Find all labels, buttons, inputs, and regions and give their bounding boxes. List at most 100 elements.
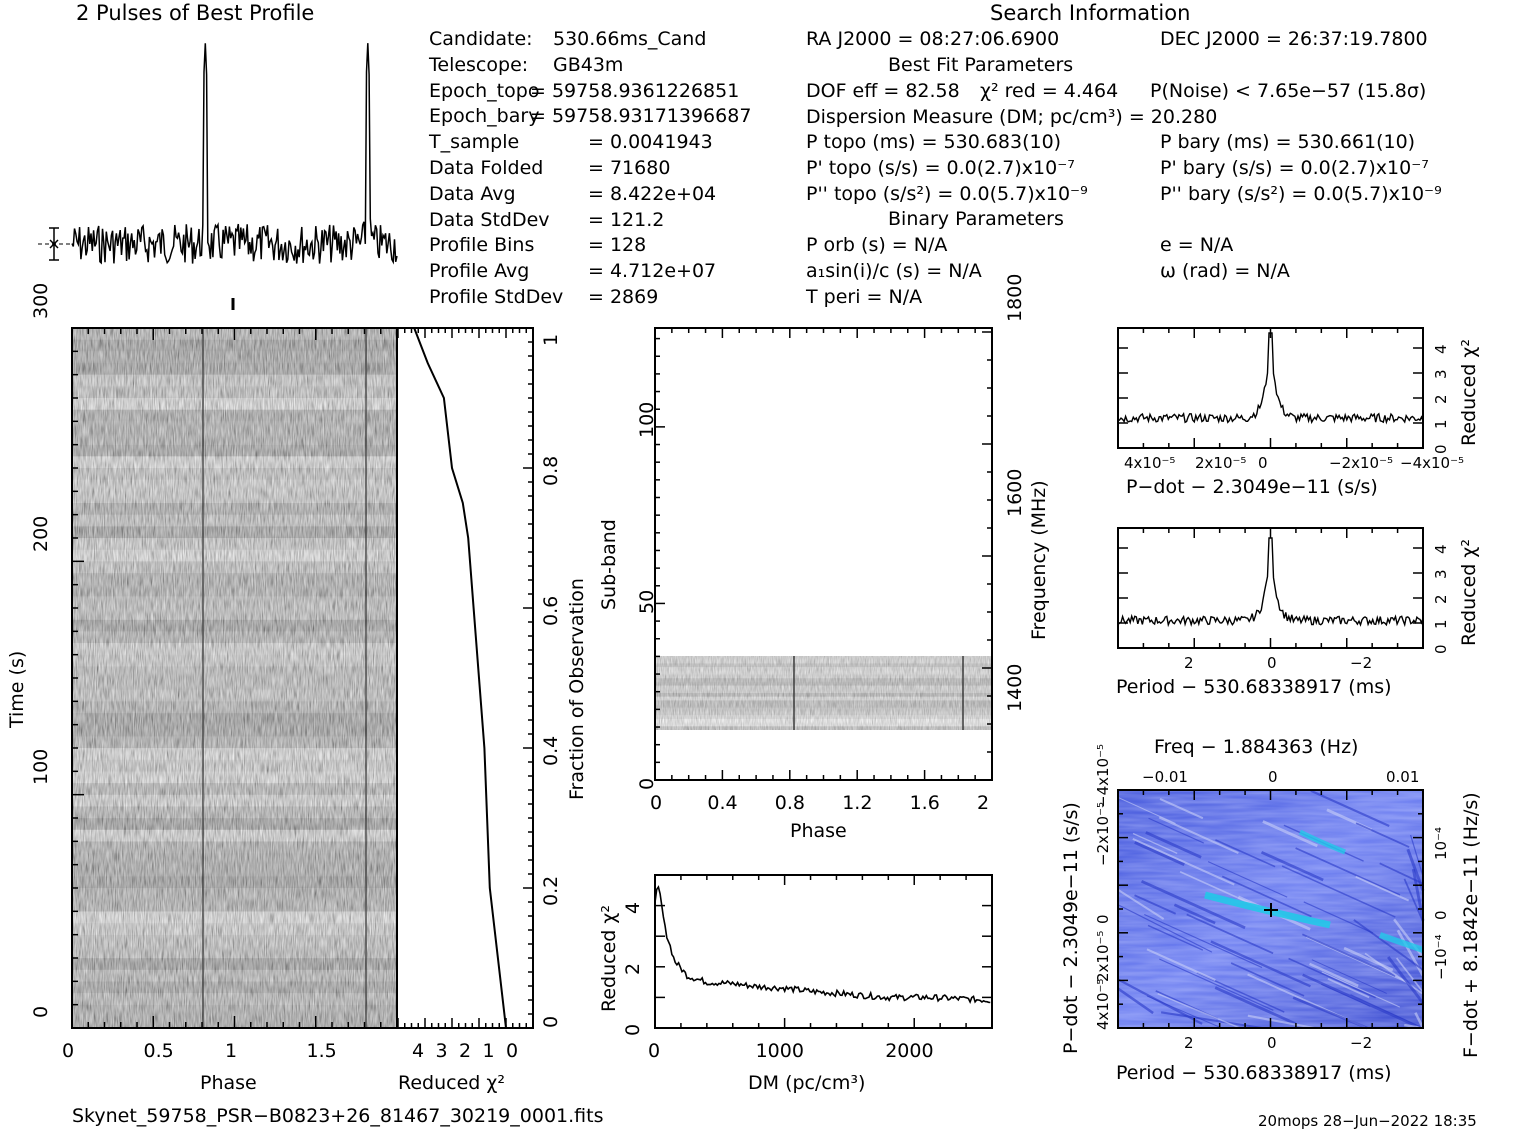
dm-ytick: 2 [622, 962, 644, 975]
subband-ytick: 100 [636, 401, 658, 438]
candidate-label: Profile StdDev [429, 286, 564, 308]
time-phase-xlabel: Phase [200, 1072, 257, 1094]
ra-field: RA J2000 = 08:27:06.6900 [806, 28, 1060, 50]
dof-field: DOF eff = 82.58 [806, 80, 960, 102]
fraction-ytick: 0.4 [540, 735, 562, 766]
fraction-ytick: 0 [540, 1015, 562, 1028]
fraction-xtick: 1 [482, 1040, 495, 1062]
fraction-xtick: 2 [459, 1040, 472, 1062]
chi2-fraction-line [413, 327, 507, 1029]
period-pdot-toptick: −0.01 [1142, 768, 1188, 786]
period-xtick: 0 [1267, 654, 1277, 672]
profile-panel [38, 43, 398, 310]
period-pdot-ytick: −2x10⁻⁵ [1094, 801, 1112, 866]
period-pdot-toptick: 0 [1268, 768, 1278, 786]
period-pdot-righttick: 0 [1432, 910, 1450, 920]
subband-ylabel: Sub-band [598, 519, 620, 610]
candidate-value: = 4.712e+07 [588, 260, 717, 283]
pddbary-field: P'' bary (s/s²) = 0.0(5.7)x10⁻⁹ [1160, 183, 1442, 205]
period-ytick: 4 [1432, 544, 1450, 554]
subband-xtick: 0.8 [774, 792, 806, 814]
a1-field: a₁sin(i)/c (s) = N/A [806, 260, 982, 282]
subband-xtick: 1.6 [909, 792, 940, 814]
pdot-chi2-line [1117, 332, 1424, 425]
pdot-xtick: −2x10⁻⁵ [1329, 454, 1394, 472]
candidate-value: = 0.0041943 [588, 131, 713, 154]
subband-xtick: 2 [977, 792, 990, 814]
binary-title: Binary Parameters [888, 208, 1064, 230]
pbary-field: P bary (ms) = 530.661(10) [1160, 131, 1416, 153]
subband-ytick: 50 [636, 589, 658, 614]
period-pdot-ylabel: P−dot − 2.3049e−11 (s/s) [1060, 802, 1082, 1054]
period-xlabel: Period − 530.68338917 (ms) [1116, 676, 1392, 698]
candidate-value: = 8.422e+04 [588, 182, 717, 205]
period-pdot-rightlabel: F−dot + 8.1842e−11 (Hz/s) [1460, 792, 1482, 1058]
chi2-field: χ² red = 4.464 [980, 80, 1119, 102]
dm-ylabel: Reduced χ² [598, 905, 620, 1012]
fraction-ytick: 1 [540, 333, 562, 346]
subband-xtick: 0 [650, 792, 663, 814]
tperi-field: T peri = N/A [806, 286, 923, 308]
candidate-label: Candidate: [429, 28, 533, 50]
time-phase-ytick: 300 [30, 282, 52, 319]
period-pdot-xlabel: Period − 530.68338917 (ms) [1116, 1062, 1392, 1084]
fraction-ylabel: Fraction of Observation [566, 578, 588, 800]
pdot-xtick: 0 [1258, 454, 1268, 472]
dm-chi2-line [654, 885, 991, 1005]
fraction-xtick: 4 [412, 1040, 425, 1062]
omega-field: ω (rad) = N/A [1160, 260, 1290, 282]
candidate-value: GB43m [553, 53, 624, 76]
subband-freqtick: 1800 [1004, 273, 1026, 322]
fraction-xlabel: Reduced χ² [398, 1072, 505, 1094]
pdot-xtick: −4x10⁻⁵ [1400, 454, 1465, 472]
time-phase-ytick: 0 [30, 1005, 52, 1018]
period-pdot-ytick: −4x10⁻⁵ [1094, 743, 1112, 808]
time-phase-ylabel: Time (s) [6, 650, 28, 728]
candidate-value: 530.66ms_Cand [553, 28, 707, 50]
chi2-fraction-panel [396, 327, 534, 1029]
search-info-title: Search Information [990, 1, 1191, 25]
period-xtick: 2 [1184, 654, 1194, 672]
subband-freqlabel: Frequency (MHz) [1028, 480, 1050, 640]
pdot-xtick: 4x10⁻⁵ [1124, 454, 1176, 472]
dec-field: DEC J2000 = 26:37:19.7800 [1160, 28, 1428, 50]
period-chi2-panel [1117, 527, 1424, 649]
fraction-xtick: 3 [435, 1040, 448, 1062]
period-chi2-line [1117, 537, 1424, 628]
subband-xtick: 0.4 [707, 792, 738, 814]
profile-title: 2 Pulses of Best Profile [76, 1, 315, 25]
period-ytick: 1 [1432, 619, 1450, 629]
time-phase-xtick: 0 [62, 1040, 75, 1062]
dm-ytick: 0 [622, 1023, 644, 1036]
period-pdot-title: Freq − 1.884363 (Hz) [1154, 736, 1359, 758]
candidate-label: Profile Bins [429, 234, 535, 257]
dm-ytick: 4 [622, 901, 644, 914]
candidate-label: Epoch_bary [429, 105, 540, 128]
dm-field: Dispersion Measure (DM; pc/cm³) = 20.280 [806, 106, 1218, 128]
pdot-ylabel: Reduced χ² [1458, 339, 1480, 446]
period-pdot-ytick: 2x10⁻⁵ [1094, 930, 1112, 982]
footer-stamp: 20mops 28−Jun−2022 18:35 [1258, 1112, 1477, 1130]
pdot-chi2-panel [1117, 327, 1424, 449]
candidate-value: = 59758.9361226851 [530, 79, 740, 102]
pdot-xlabel: P−dot − 2.3049e−11 (s/s) [1126, 476, 1378, 498]
subband-ytick: 0 [636, 777, 658, 790]
footer-filename: Skynet_59758_PSR−B0823+26_81467_30219_00… [72, 1105, 604, 1127]
candidate-label: Data StdDev [429, 208, 550, 231]
subband-freqtick: 1400 [1004, 663, 1026, 712]
best-fit-title: Best Fit Parameters [888, 54, 1074, 76]
candidate-value: = 128 [588, 234, 647, 257]
dm-xtick: 0 [648, 1040, 661, 1062]
period-pdot-panel [1117, 789, 1425, 1030]
subband-xlabel: Phase [790, 820, 847, 842]
dm-chi2-panel [654, 874, 993, 1029]
candidate-label: T_sample [429, 131, 520, 154]
pddtopo-field: P'' topo (s/s²) = 0.0(5.7)x10⁻⁹ [806, 183, 1088, 205]
period-pdot-xtick: 2 [1184, 1034, 1194, 1052]
period-xtick: −2 [1350, 654, 1373, 672]
subband-freqtick: 1600 [1004, 468, 1026, 517]
time-phase-xtick: 1.5 [306, 1040, 337, 1062]
time-phase-xtick: 1 [225, 1040, 238, 1062]
pdot-ytick: 4 [1432, 344, 1450, 354]
candidate-label: Profile Avg [429, 260, 530, 283]
